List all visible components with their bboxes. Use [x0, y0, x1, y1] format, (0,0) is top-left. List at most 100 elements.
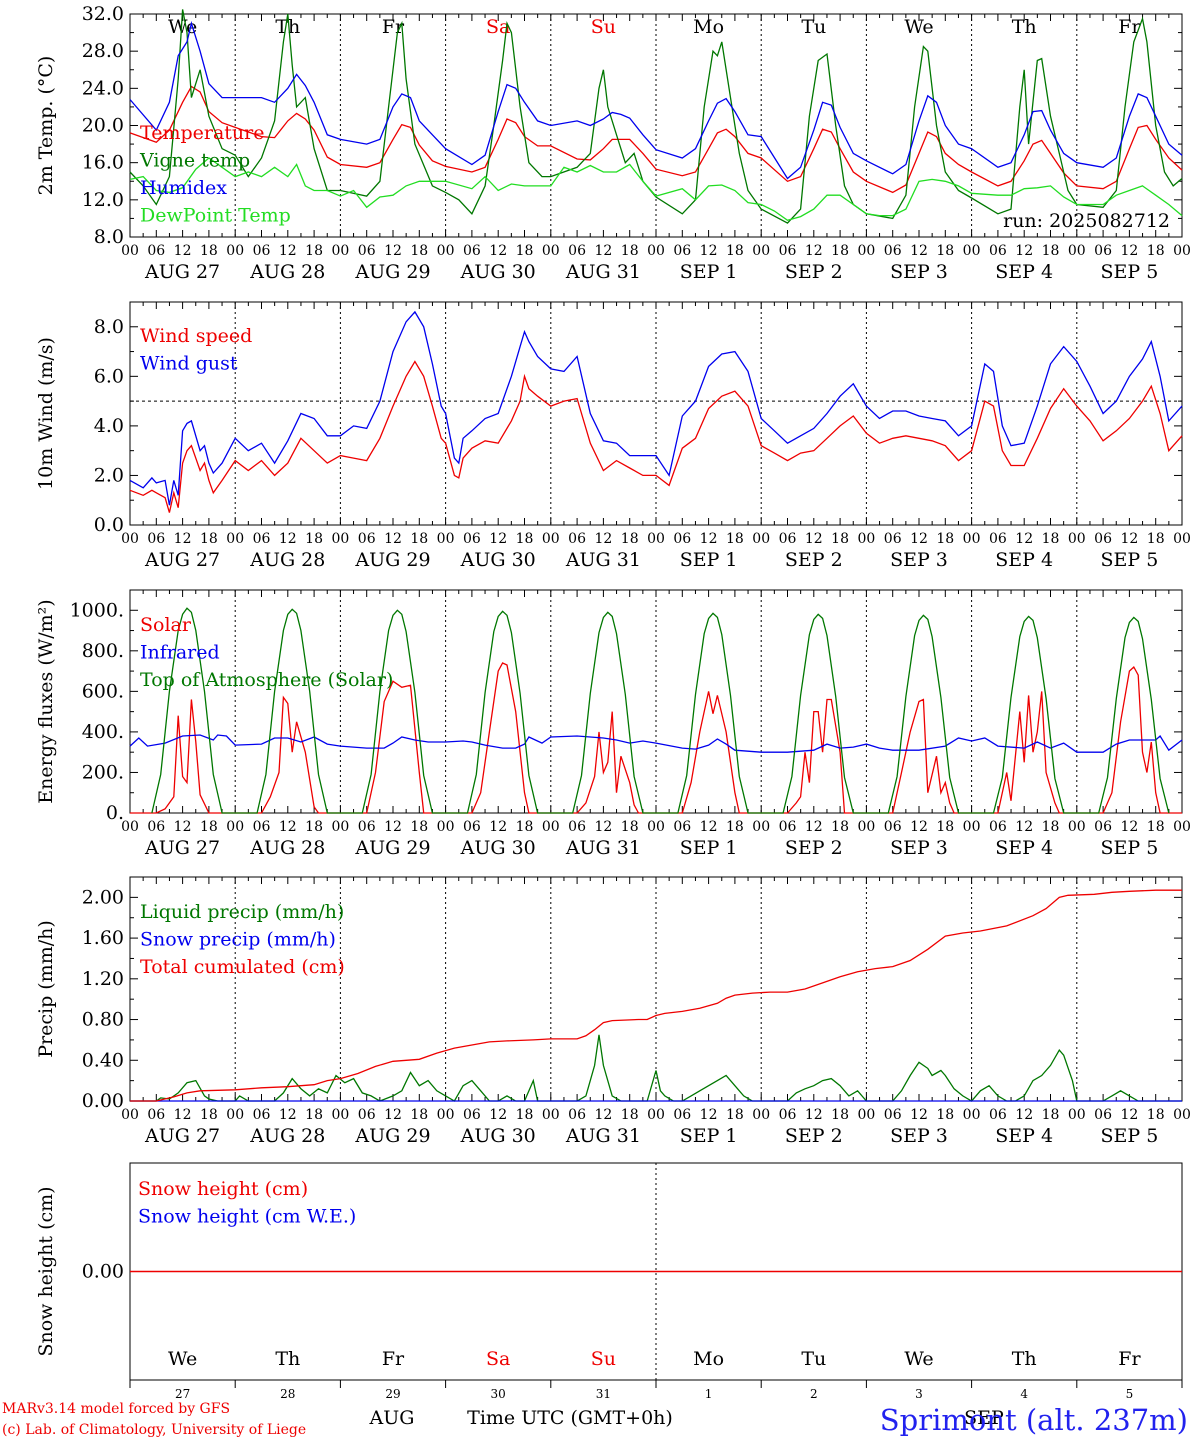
hour-tick-label: 18 [1042, 243, 1060, 259]
hour-tick-label: 18 [726, 1107, 744, 1123]
y-tick-label: 600. [82, 680, 124, 702]
hour-tick-label: 06 [779, 819, 797, 835]
hour-tick-label: 18 [621, 819, 639, 835]
y-tick-label: 24.0 [82, 77, 124, 99]
hour-tick-label: 12 [805, 531, 823, 547]
hour-tick-label: 06 [568, 243, 586, 259]
series-line [129, 310, 1183, 506]
hour-tick-label: 06 [568, 1107, 586, 1123]
hour-tick-label: 12 [384, 1107, 402, 1123]
date-label: AUG 30 [460, 549, 536, 571]
y-tick-label: 0.40 [82, 1049, 124, 1071]
hour-tick-label: 12 [489, 1107, 507, 1123]
series-line [129, 85, 1183, 194]
hour-tick-label: 18 [1147, 243, 1165, 259]
hour-tick-label: 18 [200, 819, 218, 835]
series-line [130, 662, 1182, 814]
day-number-label: 27 [175, 1387, 190, 1401]
y-axis-label: Energy fluxes (W/m²) [35, 599, 57, 803]
hour-tick-label: 18 [726, 243, 744, 259]
date-label: SEP 3 [890, 261, 948, 283]
y-tick-label: 1.20 [82, 968, 124, 990]
date-label: AUG 31 [565, 837, 641, 859]
weekday-label: Mo [693, 1348, 724, 1370]
weekday-label: Fr [382, 16, 405, 38]
day-number-label: 30 [491, 1387, 506, 1401]
date-label: AUG 28 [249, 837, 325, 859]
day-number-label: 3 [915, 1387, 923, 1401]
hour-tick-label: 12 [489, 243, 507, 259]
date-label: AUG 27 [144, 549, 220, 571]
hour-tick-label: 12 [594, 819, 612, 835]
hour-tick-label: 00 [542, 243, 560, 259]
hour-tick-label: 18 [200, 243, 218, 259]
hour-tick-label: 06 [779, 1107, 797, 1123]
hour-tick-label: 12 [174, 531, 192, 547]
weekday-label: Th [275, 1348, 300, 1370]
y-tick-label: 2.0 [94, 464, 124, 486]
y-tick-label: 1.60 [82, 927, 124, 949]
weekday-label: Su [591, 1348, 616, 1370]
month-label-sep: SEP [964, 1407, 1004, 1429]
date-label: SEP 4 [995, 1125, 1053, 1147]
hour-tick-label: 12 [910, 531, 928, 547]
day-number-label: 31 [596, 1387, 611, 1401]
date-label: AUG 29 [354, 261, 430, 283]
hour-tick-label: 00 [542, 1107, 560, 1123]
hour-tick-label: 06 [253, 531, 271, 547]
y-tick-label: 8.0 [94, 316, 124, 338]
hour-tick-label: 06 [884, 1107, 902, 1123]
hour-tick-label: 00 [1068, 819, 1086, 835]
hour-tick-label: 06 [147, 1107, 165, 1123]
hour-tick-label: 00 [963, 243, 981, 259]
hour-tick-label: 06 [358, 819, 376, 835]
day-number-label: 5 [1126, 1387, 1134, 1401]
hour-tick-label: 00 [647, 531, 665, 547]
hour-tick-label: 18 [831, 243, 849, 259]
hour-tick-label: 06 [463, 243, 481, 259]
date-label: AUG 30 [460, 1125, 536, 1147]
legend-entry: Wind speed [140, 325, 252, 347]
hour-tick-label: 18 [200, 1107, 218, 1123]
y-axis-label: Precip (mm/h) [35, 920, 57, 1058]
hour-tick-label: 12 [594, 243, 612, 259]
y-tick-label: 0.80 [82, 1009, 124, 1031]
weekday-label: Su [591, 16, 616, 38]
hour-tick-label: 18 [410, 531, 428, 547]
y-tick-label: 32.0 [82, 3, 124, 25]
hour-tick-label: 18 [410, 819, 428, 835]
hour-tick-label: 12 [1015, 1107, 1033, 1123]
hour-tick-label: 00 [1068, 1107, 1086, 1123]
date-label: AUG 31 [565, 1125, 641, 1147]
y-tick-label: 0. [106, 802, 124, 824]
hour-tick-label: 06 [463, 819, 481, 835]
hour-tick-label: 18 [410, 1107, 428, 1123]
y-tick-label: 16.0 [82, 152, 124, 174]
hour-tick-label: 00 [437, 531, 455, 547]
weekday-label: Th [1012, 16, 1037, 38]
hour-tick-label: 12 [805, 819, 823, 835]
hour-tick-label: 00 [647, 819, 665, 835]
hour-tick-label: 12 [1120, 1107, 1138, 1123]
legend-entry: Snow height (cm W.E.) [138, 1206, 356, 1228]
legend-entry: Top of Atmosphere (Solar) [140, 669, 393, 691]
hour-tick-label: 12 [174, 1107, 192, 1123]
y-tick-label: 2.00 [82, 886, 124, 908]
y-tick-label: 400. [82, 721, 124, 743]
hour-tick-label: 06 [673, 531, 691, 547]
hour-tick-label: 06 [358, 531, 376, 547]
weekday-label: Tu [801, 1348, 826, 1370]
hour-tick-label: 00 [1068, 243, 1086, 259]
day-number-label: 1 [705, 1387, 713, 1401]
day-number-label: 29 [385, 1387, 400, 1401]
hour-tick-label: 18 [936, 1107, 954, 1123]
panel-1: 00 06 12 18 00 06 12 18 00 06 12 18 00 06 12 18 00 06 12 18… [35, 3, 1191, 283]
day-number-label: 2 [810, 1387, 818, 1401]
hour-tick-label: 18 [936, 243, 954, 259]
series-line [151, 607, 1170, 814]
weekday-label: Sa [486, 1348, 510, 1370]
weekday-label: Th [275, 16, 300, 38]
hour-tick-label: 18 [305, 819, 323, 835]
hour-tick-label: 00 [647, 243, 665, 259]
hour-tick-label: 18 [621, 1107, 639, 1123]
